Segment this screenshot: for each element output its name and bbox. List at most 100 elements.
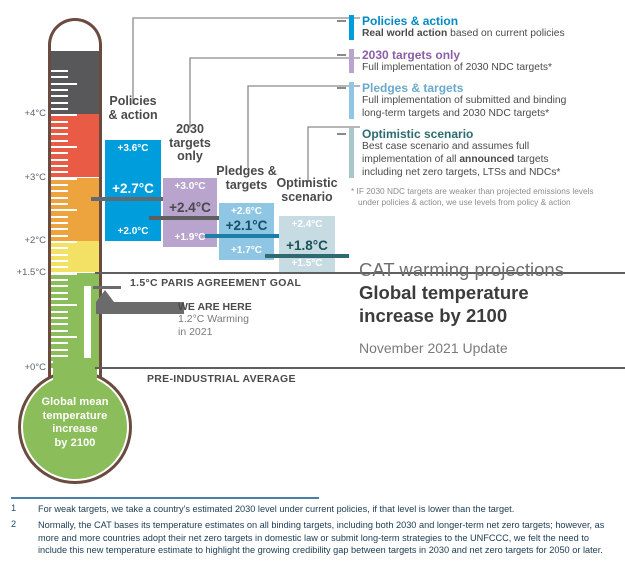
scenario-bar-policies[interactable]: +3.6°C +2.0°C +2.7°C (91, 139, 175, 241)
legend-item-3[interactable]: Optimistic scenario Best case scenario an… (337, 127, 621, 179)
legend-desc-bold: Real world action (362, 28, 448, 39)
thermometer-tick (51, 335, 77, 338)
paris-goal-line (95, 271, 625, 274)
title-line2: Global temperature (359, 282, 529, 303)
axis-label-3: +3°C (24, 171, 47, 183)
thermometer-tick (51, 247, 68, 250)
bar-fill-optimistic (279, 215, 335, 273)
bar-title-line: Pledges & (216, 164, 277, 178)
thermometer-tick (51, 228, 68, 231)
thermometer-tick (51, 215, 68, 218)
footnote-number: 2 (11, 519, 17, 530)
thermometer-tick (51, 133, 68, 136)
bar-title-line: Policies (109, 94, 157, 108)
footnote-text: For weak targets, we take a country’s es… (38, 504, 515, 514)
legend: Policies & action Real world action based… (337, 14, 621, 207)
bar-title-line: 2030 (176, 122, 204, 136)
thermometer-tick (51, 139, 68, 142)
legend-title: Policies & action (362, 14, 459, 28)
thermometer-tick (51, 202, 68, 205)
legend-desc-line1: Real world action based on current polic… (362, 28, 565, 39)
pre-industrial-line (95, 366, 625, 369)
thermometer-capillary (84, 286, 91, 368)
thermometer-tick (51, 291, 68, 294)
thermometer-tick (51, 69, 68, 72)
scenario-bar-pledges[interactable]: +2.6°C +1.7°C +2.1°C (205, 202, 288, 260)
bar-title-optimistic: Optimistic scenario (273, 176, 341, 204)
thermometer-tick (51, 354, 68, 357)
thermometer-tick (51, 171, 68, 174)
thermometer-tick (51, 107, 68, 110)
bar-title-pledges: Pledges & targets (213, 164, 280, 192)
title-date: November 2021 Update (359, 340, 508, 356)
footnote-1: 1 For weak targets, we take a country’s e… (11, 503, 616, 515)
bar-low-value-targets2030: +1.9°C (174, 232, 206, 244)
thermometer-tick (51, 190, 68, 193)
we-are-here-sub1: 1.2°C Warming (178, 313, 249, 325)
thermometer-tick (51, 234, 68, 237)
thermometer-bulb-fill (23, 375, 127, 479)
thermometer-tick (51, 164, 68, 167)
thermometer-tick (51, 297, 68, 300)
thermometer-tick (51, 285, 68, 288)
bar-title-line: Optimistic (276, 176, 338, 190)
thermometer-tick (51, 348, 68, 351)
footnotes: 1 For weak targets, we take a country’s e… (11, 503, 616, 561)
legend-title: Optimistic scenario (362, 127, 474, 142)
bar-title-line: targets (225, 177, 268, 192)
thermometer-tick (51, 209, 77, 212)
legend-connector-dash (337, 133, 346, 136)
we-are-here-tick (93, 286, 121, 289)
legend-title: Pledges & targets (362, 81, 464, 96)
thermometer-tick (51, 82, 77, 85)
bar-low-value-policies: +2.0°C (117, 225, 149, 237)
bar-central-line-optimistic (265, 253, 349, 258)
bar-central-value-policies: +2.7°C (112, 180, 154, 196)
footnote-number: 1 (11, 503, 17, 513)
scenario-bar-optimistic[interactable]: +2.4°C +1.5°C +1.8°C (265, 215, 349, 273)
bar-title-line: only (177, 149, 203, 163)
thermometer-tick (51, 95, 68, 98)
thermometer-tick (51, 342, 68, 345)
thermometer-tick (51, 76, 68, 79)
bar-central-line-policies (91, 196, 175, 201)
bulb-label-line3: increase (52, 423, 98, 435)
title-block: CAT warming projections Global temperatu… (359, 258, 619, 356)
thermometer-band-red (51, 114, 99, 178)
thermometer-tick (51, 120, 68, 123)
thermometer-tick (51, 177, 77, 180)
legend-item-2[interactable]: Pledges & targets Full implementation of … (337, 81, 621, 120)
legend-desc-line1: Best case scenario and assumes full (362, 141, 530, 153)
legend-desc-line2: implementation of all announced targets (362, 153, 549, 165)
legend-desc-line2: long-term targets and 2030 NDC targets* (362, 107, 550, 119)
legend-desc-line1: Full implementation of submitted and bin… (362, 95, 567, 107)
thermometer-tick (51, 196, 68, 199)
thermometer-tick (51, 310, 68, 313)
legend-swatch (349, 48, 354, 74)
bar-title-line: targets (169, 135, 211, 150)
bar-high-value-optimistic: +2.4°C (291, 218, 323, 230)
thermometer-tick (51, 145, 77, 148)
thermometer-tick (51, 316, 68, 319)
we-are-here-sub2: in 2021 (178, 326, 213, 338)
thermometer-bulb-neck (53, 358, 97, 388)
thermometer-tick (51, 278, 68, 281)
legend-item-0[interactable]: Policies & action Real world action based… (337, 14, 621, 41)
thermometer-tick (51, 101, 68, 104)
bar-central-line-pledges (205, 234, 288, 239)
thermometer-tick (51, 88, 68, 91)
footnote-2: 2 Normally, the CAT bases its temperature… (11, 519, 616, 556)
axis-label-4: +4°C (24, 108, 47, 120)
bar-title-line: scenario (281, 189, 333, 204)
legend-swatch (349, 128, 354, 179)
thermometer-tick (51, 272, 77, 275)
bar-fill-pledges (219, 202, 274, 260)
legend-connector-dash (337, 53, 346, 56)
we-are-here-arrow-icon (96, 290, 114, 302)
thermometer-band-dark-grey (51, 50, 99, 115)
legend-item-1[interactable]: 2030 targets only Full implementation of … (337, 48, 621, 75)
thermometer-tick (51, 114, 77, 117)
legend-connector-dash (337, 87, 346, 90)
bar-high-value-targets2030: +3.0°C (174, 180, 206, 192)
